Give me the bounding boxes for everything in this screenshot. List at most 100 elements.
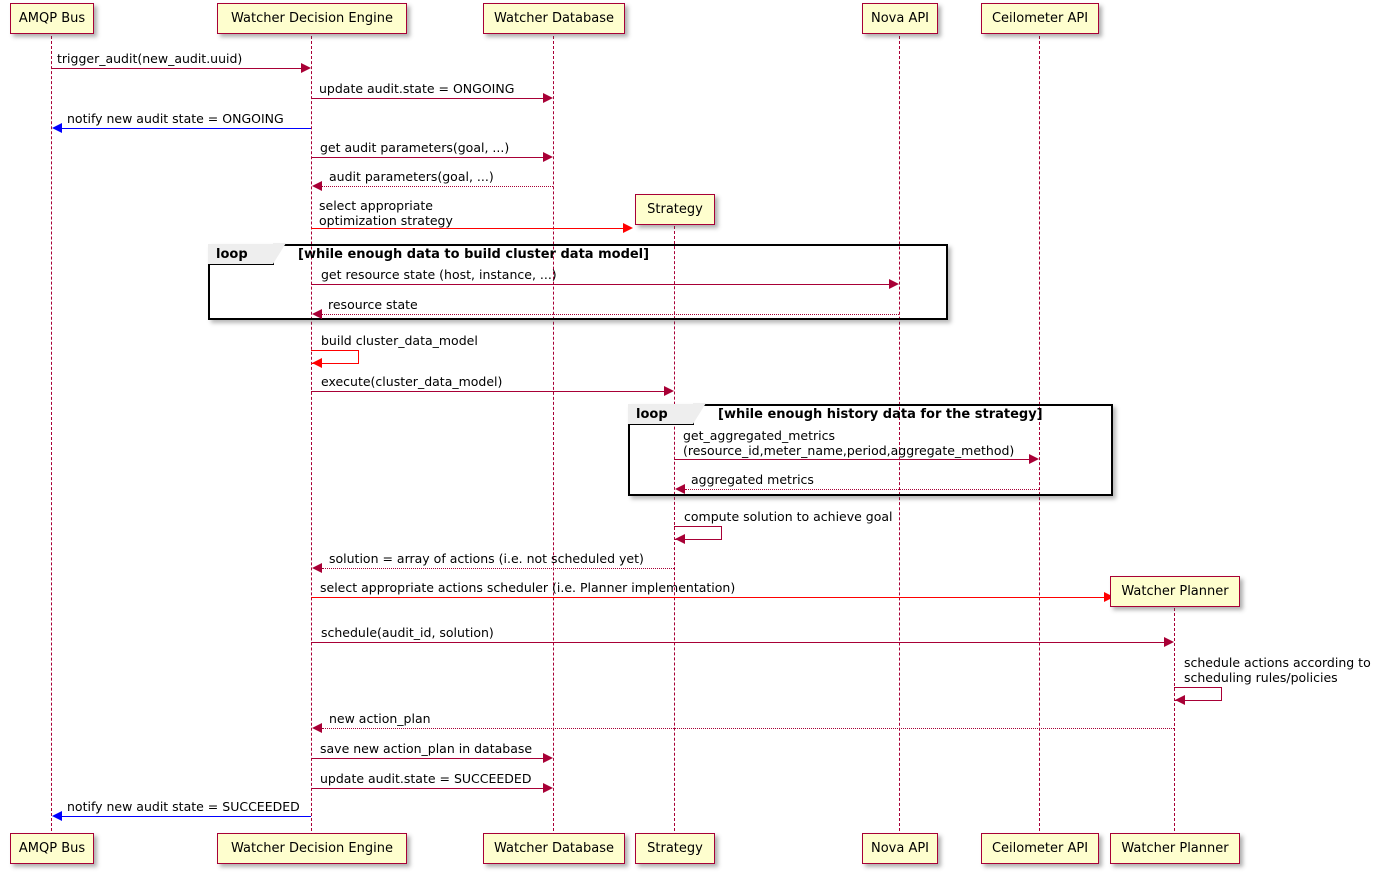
message-line-m20 [311,788,544,789]
participant-label: Watcher Planner [1121,841,1229,856]
participant-strategy-bottom[interactable]: Strategy [635,833,715,864]
participant-watcher-planner-bottom[interactable]: Watcher Planner [1110,833,1240,864]
message-line-m19 [311,758,544,759]
message-label-m12: aggregated metrics [691,472,814,487]
message-label-m4: get audit parameters(goal, ...) [320,140,510,155]
message-arrow-m2 [543,93,553,103]
message-line-m4 [311,157,544,158]
message-arrow-m16 [1164,637,1174,647]
participant-watcher-database-top[interactable]: Watcher Database [483,3,625,34]
message-arrow-m11 [1029,454,1039,464]
participant-amqp-bus-top[interactable]: AMQP Bus [10,3,94,34]
message-line-m8 [322,314,899,315]
message-line-m16 [311,642,1165,643]
participant-label: Watcher Database [494,11,614,26]
loop-keyword-1: loop [216,246,248,262]
message-arrow-m4 [543,152,553,162]
message-arrow-m17 [1175,695,1185,705]
message-line-m6 [311,228,624,229]
message-line-m5 [322,186,553,187]
participant-label: Nova API [870,11,930,26]
participant-amqp-bus-bottom[interactable]: AMQP Bus [10,833,94,864]
message-line-m10 [311,391,665,392]
participant-label: Strategy [647,202,703,217]
message-line-m1 [51,68,302,69]
message-label-m11: get_aggregated_metrics (resource_id,mete… [683,428,1015,458]
message-arrow-m1 [301,63,311,73]
participant-label: Ceilometer API [991,11,1089,26]
message-line-m21 [62,816,311,817]
participant-nova-api-bottom[interactable]: Nova API [862,833,938,864]
message-label-m21: notify new audit state = SUCCEEDED [67,799,300,814]
message-label-m5: audit parameters(goal, ...) [329,169,494,184]
lifeline-amqp [51,36,52,831]
message-line-m15 [311,597,1115,598]
message-label-m18: new action_plan [329,711,431,726]
participant-watcher-decision-engine-bottom[interactable]: Watcher Decision Engine [217,833,407,864]
participant-watcher-planner-created[interactable]: Watcher Planner [1110,576,1240,607]
message-label-m19: save new action_plan in database [320,741,533,756]
message-arrow-m15 [1104,592,1114,602]
message-label-m10: execute(cluster_data_model) [321,374,503,389]
lifeline-planner [1174,608,1175,831]
message-label-m1: trigger_audit(new_audit.uuid) [57,51,243,66]
loop-frame-1 [208,244,948,320]
message-label-m6: select appropriate optimization strategy [319,198,453,228]
loop-condition-2: [while enough history data for the strat… [718,407,1043,422]
lifeline-strategy [674,226,675,831]
participant-label: Watcher Decision Engine [231,11,393,26]
message-arrow-m6 [623,223,633,233]
message-label-m8: resource state [328,297,418,312]
participant-label: Watcher Decision Engine [231,841,393,856]
loop-keyword-2: loop [636,406,668,422]
participant-label: Ceilometer API [991,841,1089,856]
message-arrow-m5 [312,181,322,191]
participant-ceilometer-api-bottom[interactable]: Ceilometer API [981,833,1099,864]
message-label-m14: solution = array of actions (i.e. not sc… [329,551,644,566]
message-label-m9: build cluster_data_model [321,333,478,348]
message-line-m3 [62,128,311,129]
lifeline-wdb [553,36,554,831]
participant-ceilometer-api-top[interactable]: Ceilometer API [981,3,1099,34]
lifeline-nova [899,36,900,831]
message-label-m13: compute solution to achieve goal [684,509,893,524]
participant-label: Watcher Database [494,841,614,856]
message-arrow-m8 [312,309,322,319]
message-line-m18 [322,728,1174,729]
message-arrow-m3 [52,123,62,133]
participant-label: Nova API [870,841,930,856]
message-label-m15: select appropriate actions scheduler (i.… [320,580,736,595]
lifeline-wde [311,36,312,831]
participant-watcher-database-bottom[interactable]: Watcher Database [483,833,625,864]
message-selfloop-m13 [674,526,722,540]
message-line-m11 [674,459,1030,460]
message-line-m12 [685,489,1039,490]
message-arrow-m21 [52,811,62,821]
message-label-m3: notify new audit state = ONGOING [67,111,284,126]
message-arrow-m10 [664,386,674,396]
message-selfloop-m9 [311,350,359,364]
message-arrow-m13 [675,534,685,544]
message-arrow-m18 [312,723,322,733]
message-selfloop-m17 [1174,687,1222,701]
participant-label: Strategy [647,841,703,856]
participant-label: AMQP Bus [18,841,86,856]
message-label-m17: schedule actions according to scheduling… [1184,655,1371,685]
loop-tab-1: loop [208,242,286,265]
message-arrow-m12 [675,484,685,494]
message-arrow-m7 [889,279,899,289]
participant-watcher-decision-engine-top[interactable]: Watcher Decision Engine [217,3,407,34]
participant-label: AMQP Bus [18,11,86,26]
participant-nova-api-top[interactable]: Nova API [862,3,938,34]
message-line-m2 [311,98,544,99]
participant-strategy-created[interactable]: Strategy [635,194,715,225]
message-line-m7 [311,284,890,285]
message-arrow-m20 [543,783,553,793]
message-label-m16: schedule(audit_id, solution) [321,625,494,640]
loop-frame-2 [628,404,1113,496]
message-arrow-m19 [543,753,553,763]
message-label-m20: update audit.state = SUCCEEDED [320,771,532,786]
message-arrow-m9 [312,358,322,368]
message-label-m7: get resource state (host, instance, ...) [321,267,557,282]
